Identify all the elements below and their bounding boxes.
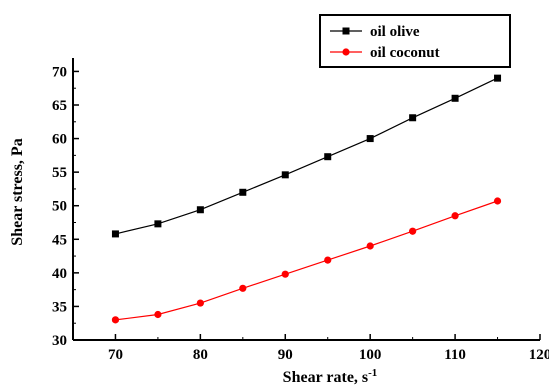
y-tick-label: 55 [52,165,67,181]
legend-label: oil olive [370,24,420,40]
axes: 30 35 40 45 50 55 60 65 70 70 80 90 100 110 120 [52,58,549,363]
data-point [239,188,247,196]
legend-entries: oil olive oil coconut [330,24,440,61]
data-point [366,242,374,250]
x-tick-label: 120 [529,347,549,363]
x-tick-label: 80 [193,347,208,363]
data-point [281,171,289,179]
x-tick-label: 90 [278,347,293,363]
data-point [366,135,374,143]
data-point [324,256,332,264]
series-line [115,200,498,321]
data-point [493,197,502,205]
data-point [409,227,417,235]
y-tick-label: 60 [52,132,67,148]
y-tick-label: 65 [52,98,67,114]
y-tick-label: 70 [52,64,67,80]
data-point [196,206,204,214]
data-point [239,284,247,292]
series-layer [111,74,502,324]
data-point [409,114,417,122]
legend-marker [342,48,350,56]
x-tick-label: 100 [359,347,382,363]
legend-entry: oil olive [330,24,420,40]
data-point [324,153,332,161]
data-point [154,310,162,319]
data-point [494,74,502,82]
series-0 [111,74,502,238]
data-point [281,270,289,278]
y-tick-label: 40 [52,266,67,282]
series-1 [111,197,502,324]
y-axis-label: Shear stress, Pa [9,138,26,245]
y-tick-label: 30 [52,333,67,349]
legend-marker [342,27,350,35]
legend-box [319,14,511,68]
data-point [111,230,119,238]
data-point [111,316,120,324]
series-line [115,77,498,235]
legend-label: oil coconut [370,45,440,61]
data-point [154,220,162,228]
y-tick-label: 50 [52,199,67,215]
x-tick-label: 110 [444,347,466,363]
data-point [451,212,459,220]
x-tick-label: 70 [108,347,123,363]
data-point [451,94,459,102]
y-tick-label: 45 [52,232,67,248]
legend: oil olive oil coconut [319,14,511,68]
data-point [196,299,204,307]
y-tick-label: 35 [52,299,67,315]
x-axis-label: Shear rate, s-1 [283,367,378,386]
legend-entry: oil coconut [330,45,440,61]
